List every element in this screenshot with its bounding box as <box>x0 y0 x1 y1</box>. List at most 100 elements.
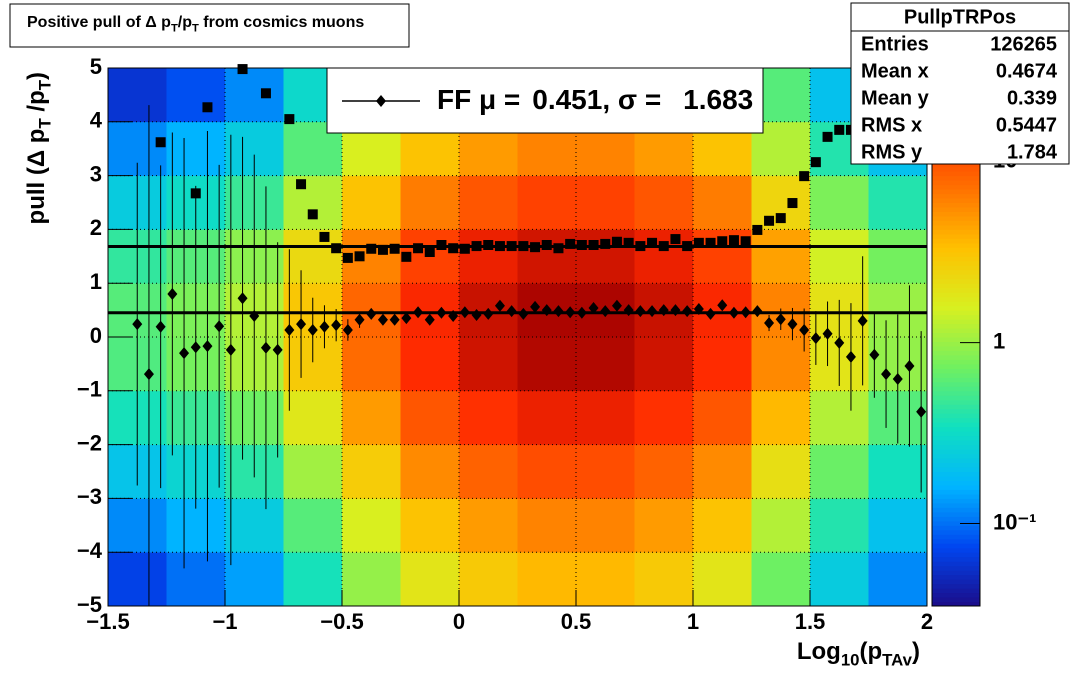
sigma-point <box>366 243 377 254</box>
chart-title-part: from cosmics muons <box>199 14 364 31</box>
sigma-point <box>319 231 330 242</box>
heat-cell <box>225 552 284 606</box>
palette-step <box>932 574 980 580</box>
heat-cell <box>576 390 635 445</box>
mean-point <box>588 301 599 314</box>
palette-step <box>932 220 980 226</box>
palette-step <box>932 224 980 230</box>
sigma-point <box>553 243 564 254</box>
sigma-point <box>471 241 482 252</box>
sigma-point <box>518 241 529 252</box>
heat-cell <box>517 337 577 392</box>
x-axis-label-sub: 10 <box>841 651 860 670</box>
heat-cell <box>693 444 752 499</box>
mean-point <box>518 307 529 320</box>
y-tick-label: −4 <box>77 538 103 563</box>
heat-cell <box>459 229 518 284</box>
sigma-point <box>284 114 295 125</box>
sigma-point <box>342 252 353 263</box>
mean-point <box>775 313 786 326</box>
mean-point <box>260 341 271 354</box>
heat-cell <box>693 175 752 230</box>
palette-step <box>932 426 980 432</box>
palette-step <box>932 269 980 275</box>
heat-cell <box>400 283 460 338</box>
palette-step <box>932 502 980 508</box>
mean-point <box>413 306 424 319</box>
mean-point <box>810 332 821 345</box>
mean-point <box>448 310 459 323</box>
mean-point <box>611 299 622 312</box>
heat-cell <box>459 444 518 499</box>
heat-cell <box>810 390 869 445</box>
legend-text: , σ = <box>602 84 661 115</box>
heat-cell <box>459 337 518 392</box>
heat-cell <box>868 498 927 553</box>
mean-point <box>483 307 494 320</box>
mean-point <box>705 307 716 320</box>
sigma-point <box>389 243 400 254</box>
palette-step <box>932 498 980 504</box>
sigma-point <box>190 188 201 199</box>
heat-cell <box>810 552 869 606</box>
palette-step <box>932 390 980 396</box>
heat-cell <box>400 498 460 553</box>
palette-step <box>932 444 980 450</box>
chart-title-part: Positive pull of Δ p <box>27 14 171 31</box>
x-axis-label-part: ) <box>912 638 920 665</box>
mean-point <box>530 300 541 313</box>
palette-step <box>932 251 980 257</box>
y-tick-label: 4 <box>90 108 103 133</box>
mean-point <box>249 310 260 323</box>
heat-cell <box>810 175 869 230</box>
sigma-point <box>740 236 751 247</box>
x-axis-label-sub: TAv <box>882 651 913 670</box>
mean-point <box>506 305 517 318</box>
palette-step <box>932 341 980 347</box>
heat-cell <box>868 444 927 499</box>
palette-step <box>932 543 980 549</box>
palette-step <box>932 583 980 589</box>
heat-cell <box>459 552 518 606</box>
heat-cell <box>517 552 577 606</box>
sigma-point <box>588 240 599 251</box>
mean-point <box>436 306 447 319</box>
sigma-point <box>775 213 786 224</box>
palette-step <box>932 386 980 392</box>
sigma-point <box>401 251 412 262</box>
palette-step <box>932 520 980 526</box>
palette-step <box>932 233 980 239</box>
mean-point <box>799 324 810 337</box>
palette-step <box>932 162 980 168</box>
sigma-point <box>635 241 646 252</box>
palette-step <box>932 314 980 320</box>
heat-cell <box>342 337 401 392</box>
heat-cell <box>283 175 343 230</box>
palette-step <box>932 305 980 311</box>
sigma-point <box>354 251 365 262</box>
mean-point <box>787 318 798 331</box>
sigma-point <box>530 242 541 253</box>
x-tick-label: 1 <box>687 609 699 634</box>
palette-step <box>932 310 980 316</box>
palette-step <box>932 215 980 221</box>
heat-cell <box>108 552 167 606</box>
heat-cell <box>459 175 518 230</box>
palette-step <box>932 292 980 298</box>
fit-lines <box>108 244 927 315</box>
stats-title: PullpTRPos <box>904 6 1016 28</box>
mean-point <box>366 307 377 320</box>
palette-step <box>932 359 980 365</box>
sigma-point <box>541 240 552 251</box>
palette-step <box>932 287 980 293</box>
palette-step <box>932 206 980 212</box>
heat-cell <box>751 552 811 606</box>
palette-step <box>932 565 980 571</box>
palette-step <box>932 323 980 329</box>
mean-point <box>471 308 482 321</box>
heat-cell <box>810 498 869 553</box>
heat-cell <box>634 175 694 230</box>
y-axis-label-part: ) <box>23 72 50 80</box>
heat-cell <box>283 552 343 606</box>
x-tick-label: 0 <box>453 609 465 634</box>
